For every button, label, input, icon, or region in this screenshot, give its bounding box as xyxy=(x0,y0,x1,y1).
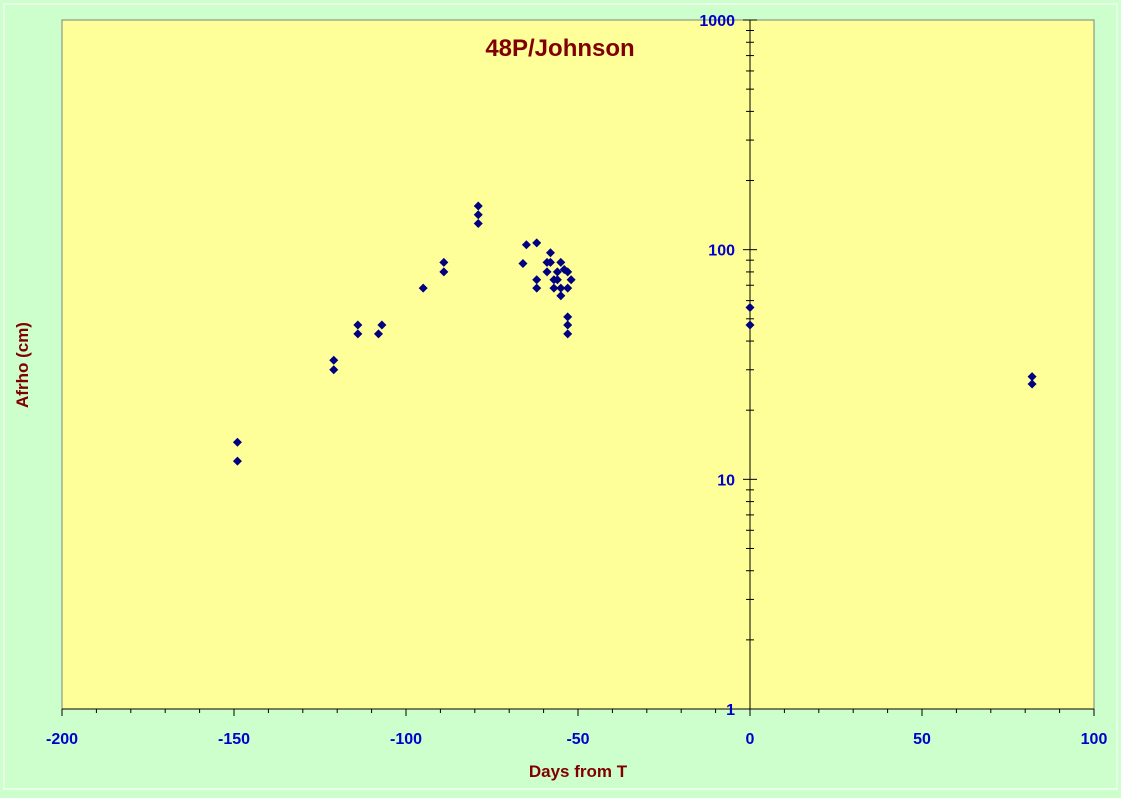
data-point xyxy=(473,218,483,228)
data-point xyxy=(556,283,566,293)
data-point xyxy=(473,201,483,211)
data-point xyxy=(532,238,542,248)
data-point xyxy=(563,283,573,293)
data-point xyxy=(552,275,562,285)
data-point xyxy=(542,267,552,277)
axes-layer: -200 -150 -100 -50 0 50 100 1 10 100 1000 xyxy=(46,13,1107,748)
x-tick-label: 50 xyxy=(913,731,931,748)
data-point xyxy=(545,257,555,267)
x-tick-label: -200 xyxy=(46,731,78,748)
data-point xyxy=(518,259,528,269)
y-tick-label: 1 xyxy=(726,702,735,719)
x-tick-label: -100 xyxy=(390,731,422,748)
data-point xyxy=(232,437,242,447)
data-point xyxy=(377,320,387,330)
data-point xyxy=(473,210,483,220)
x-tick-label: -50 xyxy=(566,731,589,748)
data-point xyxy=(563,312,573,322)
data-point xyxy=(353,329,363,339)
data-point xyxy=(373,329,383,339)
x-axis-label: Days from T xyxy=(529,762,628,781)
data-point xyxy=(532,275,542,285)
data-point xyxy=(549,283,559,293)
data-point xyxy=(329,355,339,365)
y-axis-label: Afrho (cm) xyxy=(13,322,32,408)
data-point xyxy=(563,320,573,330)
data-points-layer xyxy=(232,201,1037,466)
data-point xyxy=(521,240,531,250)
data-point xyxy=(563,267,573,277)
data-point xyxy=(439,267,449,277)
data-point xyxy=(532,283,542,293)
y-tick-label: 10 xyxy=(717,472,735,489)
data-point xyxy=(552,267,562,277)
data-point xyxy=(745,302,755,312)
data-point xyxy=(1027,379,1037,389)
data-point xyxy=(545,248,555,258)
x-tick-label: 100 xyxy=(1081,731,1108,748)
data-point xyxy=(1027,372,1037,382)
data-point xyxy=(232,456,242,466)
y-tick-label: 100 xyxy=(708,243,735,260)
y-tick-label: 1000 xyxy=(699,13,735,30)
data-point xyxy=(556,257,566,267)
data-point xyxy=(745,320,755,330)
data-point xyxy=(556,291,566,301)
data-point xyxy=(329,365,339,375)
data-point xyxy=(439,257,449,267)
plot-area xyxy=(61,19,1095,710)
x-tick-label: -150 xyxy=(218,731,250,748)
data-point xyxy=(566,275,576,285)
x-tick-label: 0 xyxy=(746,731,755,748)
data-point xyxy=(418,283,428,293)
chart-title: 48P/Johnson xyxy=(485,35,634,62)
data-point xyxy=(353,320,363,330)
data-point xyxy=(563,329,573,339)
